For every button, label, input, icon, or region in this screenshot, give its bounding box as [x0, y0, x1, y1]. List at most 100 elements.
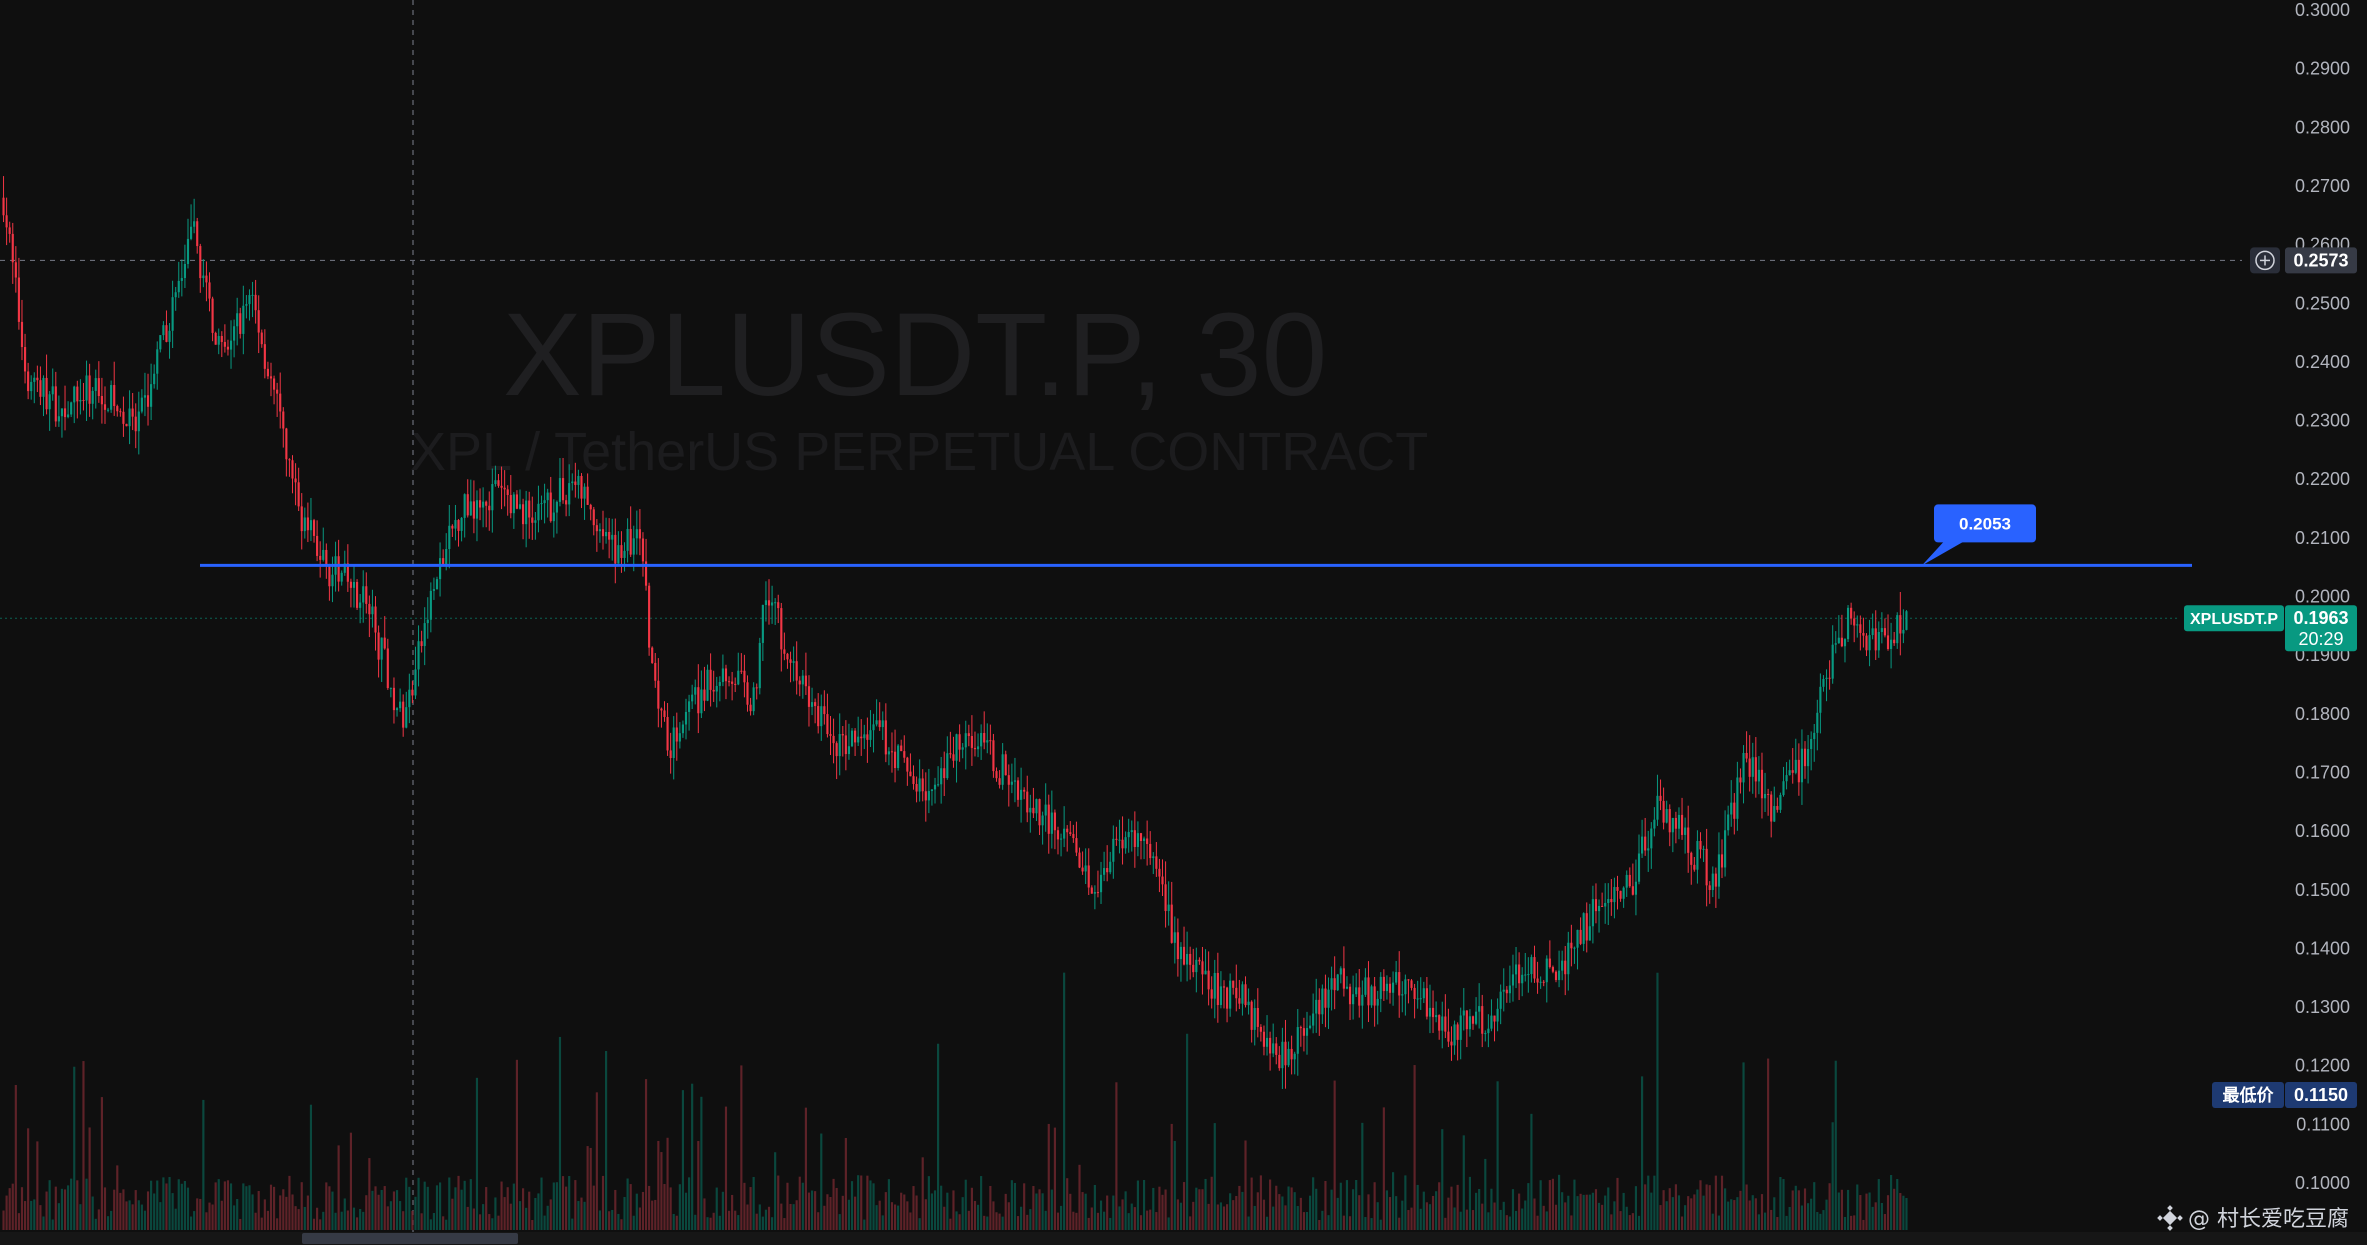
candle-body	[1518, 964, 1521, 984]
volume-bar	[626, 1178, 629, 1230]
volume-bar	[39, 1205, 42, 1230]
volume-bar	[528, 1191, 531, 1230]
volume-bar	[272, 1186, 276, 1230]
volume-bar	[829, 1196, 832, 1230]
candle-body	[1425, 988, 1428, 1017]
candle-body	[1244, 984, 1247, 1006]
volume-bar	[783, 1218, 786, 1230]
candle-body	[648, 585, 651, 648]
candle-body	[1465, 1010, 1468, 1030]
candle-body	[1355, 987, 1358, 995]
volume-bar	[1524, 1200, 1527, 1230]
volume-bar	[5, 1195, 8, 1230]
volume-bar	[611, 1209, 614, 1230]
volume-bar	[826, 1194, 829, 1230]
volume-bar	[838, 1214, 841, 1230]
time-scrollbar-track[interactable]	[0, 1232, 2367, 1245]
candle-body	[442, 558, 445, 566]
volume-bar	[279, 1195, 282, 1230]
volume-bar	[153, 1193, 156, 1230]
price-axis[interactable]: 0.30000.29000.28000.27000.26000.25000.24…	[2295, 0, 2350, 1193]
volume-bar	[242, 1183, 245, 1230]
candle-body	[598, 529, 602, 532]
volume-bar	[1044, 1210, 1047, 1230]
add-alert-icon[interactable]	[2255, 250, 2275, 271]
candle-body	[245, 304, 248, 306]
candle-body	[392, 687, 396, 711]
volume-bar	[546, 1205, 549, 1230]
candle-body	[924, 791, 927, 801]
time-scrollbar-thumb[interactable]	[302, 1233, 518, 1244]
volume-bar	[958, 1214, 961, 1230]
volume-bar	[706, 1217, 709, 1230]
candle-body	[893, 751, 897, 769]
volume-bar	[1238, 1185, 1241, 1230]
candle-body	[826, 714, 829, 735]
volume-bar	[509, 1203, 512, 1230]
candle-body	[1106, 868, 1109, 873]
volume-bar	[460, 1189, 463, 1230]
horizontal-line-price-tag[interactable]: 0.2053	[1922, 504, 2036, 566]
candle-body	[1773, 806, 1776, 822]
volume-bar	[651, 1200, 654, 1230]
candle-body	[100, 396, 103, 405]
candle-body	[472, 501, 475, 519]
candle-body	[512, 494, 515, 514]
volume-bar	[189, 1216, 193, 1230]
candle-body	[1785, 775, 1788, 782]
volume-bar	[503, 1197, 506, 1230]
volume-bar	[1358, 1195, 1361, 1230]
volume-bar	[322, 1211, 325, 1230]
volume-bar	[319, 1219, 322, 1230]
candle-body	[134, 416, 137, 432]
candle-body	[620, 545, 623, 558]
candle-body	[242, 305, 245, 334]
volume-bar	[463, 1180, 466, 1230]
last-price-value: 0.1963	[2293, 608, 2348, 628]
volume-bar	[1290, 1187, 1293, 1230]
volume-bar	[469, 1179, 472, 1230]
candle-body	[33, 377, 36, 382]
volume-bar	[1478, 1189, 1481, 1230]
volume-bar	[1653, 1175, 1656, 1230]
candle-body	[1687, 827, 1690, 853]
candle-body	[1253, 1007, 1256, 1030]
volume-bar	[325, 1182, 328, 1230]
candle-body	[595, 525, 598, 532]
volume-bar	[445, 1219, 448, 1230]
volume-bar	[1868, 1192, 1871, 1230]
volume-bar	[1800, 1205, 1804, 1230]
candle-body	[1238, 998, 1241, 1004]
volume-bar	[1106, 1195, 1109, 1230]
chart-watermark-subtitle: XPL / TetherUS PERPETUAL CONTRACT	[410, 422, 1428, 482]
volume-bar	[1447, 1197, 1450, 1230]
candle-body	[1724, 830, 1727, 868]
candle-body	[143, 395, 147, 398]
candle-body	[915, 783, 918, 792]
candle-body	[1585, 913, 1588, 941]
candle-body	[1871, 628, 1874, 636]
candle-body	[1413, 987, 1416, 999]
volume-bar	[1416, 1184, 1419, 1230]
volume-bar	[823, 1205, 826, 1230]
candle-body	[1899, 615, 1902, 634]
candle-body	[54, 386, 57, 422]
volume-bar	[355, 1217, 359, 1230]
volume-bar	[980, 1176, 983, 1230]
candle-body	[282, 411, 285, 429]
volume-bar	[17, 1213, 20, 1230]
candle-body	[1751, 757, 1754, 777]
candle-body	[1090, 887, 1093, 894]
candle-body	[1133, 830, 1136, 847]
candle-body	[1345, 986, 1349, 989]
volume-bar	[472, 1208, 475, 1230]
candle-body	[1622, 887, 1625, 899]
volume-bar	[989, 1185, 992, 1230]
candle-body	[1358, 987, 1361, 1006]
volume-bar	[1155, 1212, 1158, 1230]
volume-bar	[641, 1191, 645, 1230]
candle-body	[1450, 1041, 1453, 1046]
candle-body	[1733, 802, 1736, 819]
